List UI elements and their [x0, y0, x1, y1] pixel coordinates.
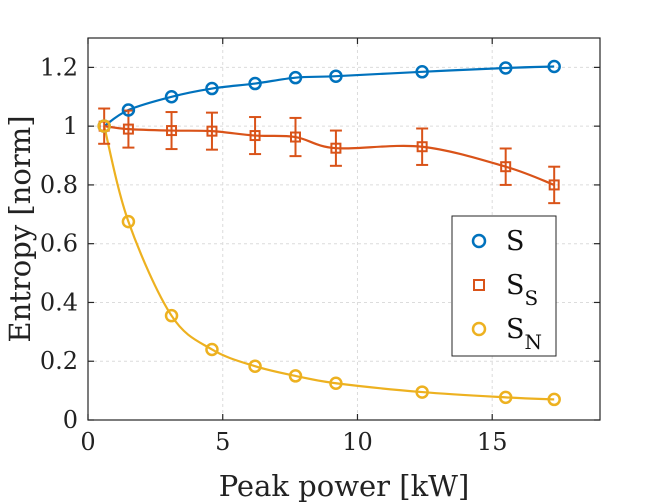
y-tick-label: 0.8	[40, 171, 78, 199]
series-S-point	[547, 59, 561, 74]
series-S-point	[121, 103, 136, 117]
series-S_N-point	[329, 376, 343, 391]
y-tick-label: 0.4	[40, 288, 78, 316]
series-S_S-point	[122, 123, 134, 135]
series-S_N-point	[205, 342, 219, 357]
legend-marker-S	[471, 233, 487, 249]
legend-marker-S_S	[473, 279, 485, 291]
series-S-point	[164, 90, 179, 104]
series-S-point	[288, 70, 303, 85]
series-S_N-curve	[103, 125, 555, 401]
series-S_S-curve	[104, 125, 555, 186]
series-S-point	[205, 81, 219, 96]
legend-label-S: S	[506, 226, 525, 257]
series-S_S-point	[330, 142, 342, 154]
series-S-point	[329, 69, 343, 83]
series-S_N-point	[498, 390, 513, 405]
legend-subscript-S_S: S	[525, 286, 539, 310]
y-tick-label: 1	[63, 112, 78, 140]
series-S_S-point	[206, 125, 218, 137]
series-S-point	[415, 65, 429, 79]
x-tick-label: 15	[477, 428, 508, 456]
data-points	[97, 59, 561, 407]
series-S-point	[498, 61, 513, 75]
series-S_N-point	[121, 214, 136, 229]
axes-frame	[87, 37, 601, 421]
series-S-point	[248, 76, 262, 91]
series-S_S-point	[289, 131, 301, 143]
series-S_N-point	[547, 392, 561, 407]
legend-marker-S_N	[471, 321, 487, 337]
x-tick-label: 5	[215, 428, 230, 456]
x-tick-label: 10	[342, 428, 373, 456]
series-S_N-point	[288, 369, 303, 383]
series-S_N-point	[248, 359, 262, 373]
y-tick-label: 1.2	[40, 53, 78, 81]
series-S-curve	[103, 65, 555, 128]
x-tick-label: 0	[80, 428, 95, 456]
x-axis-label: Peak power [kW]	[219, 469, 470, 503]
y-axis-label: Entropy [norm]	[3, 115, 37, 342]
legend-subscript-S_N: N	[525, 330, 543, 354]
y-tick-label: 0.2	[40, 347, 78, 375]
series-S_N-point	[415, 385, 429, 399]
series-S_S-point	[166, 125, 178, 137]
series-S_S-point	[249, 130, 261, 142]
series-S_N-point	[97, 119, 111, 133]
series-S_S-point	[548, 179, 560, 191]
y-tick-label: 0.6	[40, 230, 78, 258]
series-S_N-point	[164, 308, 179, 323]
series-S_S-point	[500, 161, 512, 173]
y-tick-label: 0	[63, 406, 78, 434]
series-S_S-point	[416, 141, 428, 153]
axis-ticks	[87, 38, 600, 421]
error-bars	[98, 107, 561, 205]
tick-labels: 0 5 10 15 0 0.2 0.4 0.6 0.8 1 1.2	[40, 53, 508, 456]
legend-box	[451, 215, 557, 357]
fit-curves	[103, 65, 555, 401]
